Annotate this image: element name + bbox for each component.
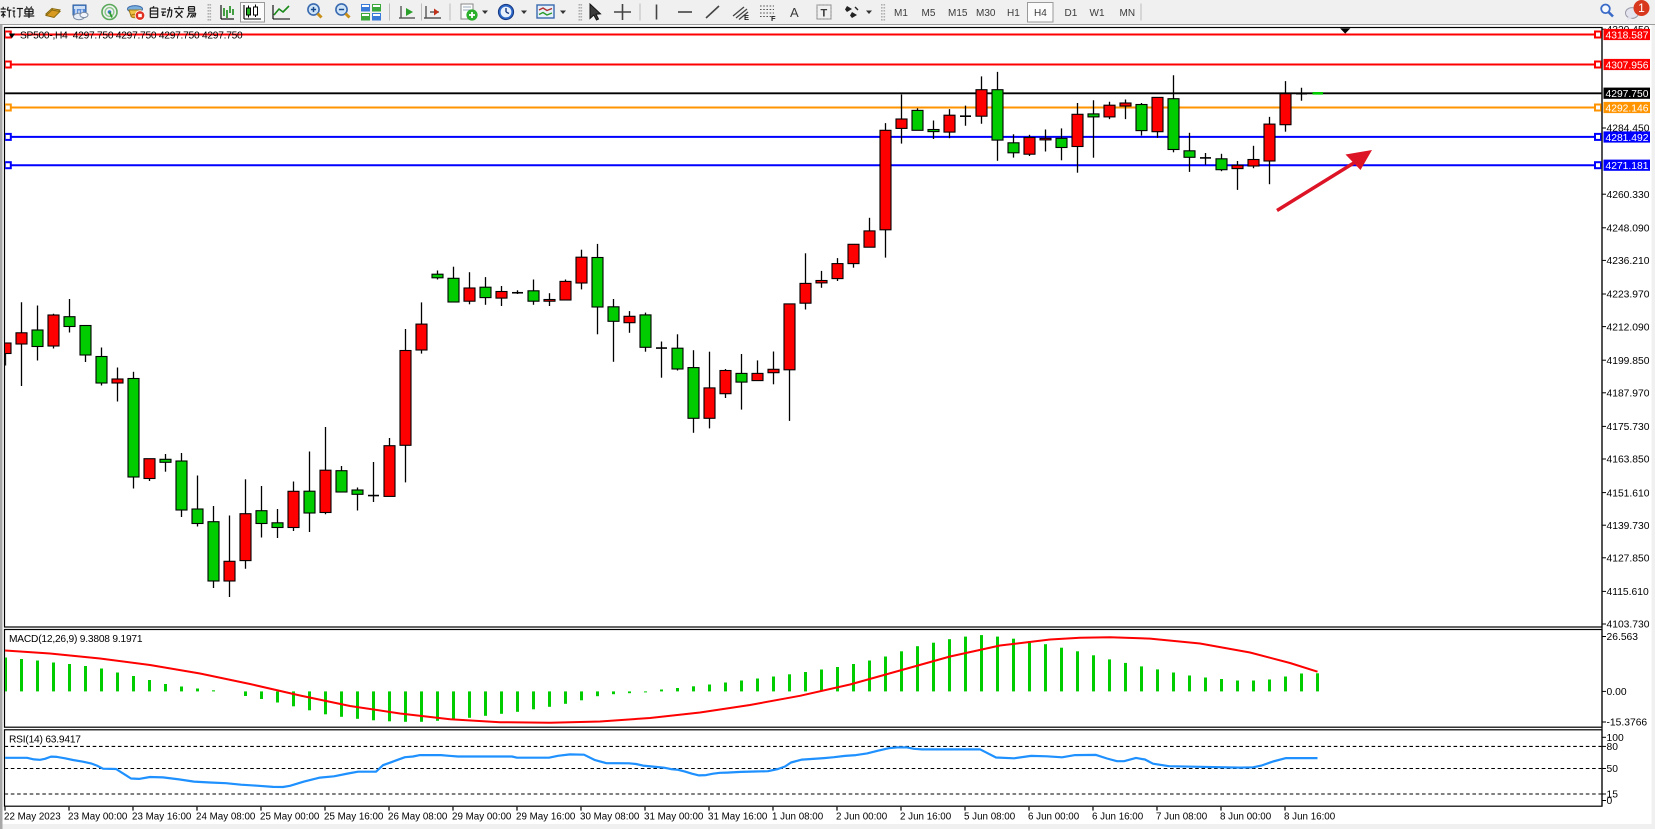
svg-text:15: 15 xyxy=(1607,790,1619,801)
svg-text:4175.730: 4175.730 xyxy=(1607,422,1650,433)
svg-text:80: 80 xyxy=(1607,742,1619,753)
svg-text:24 May 08:00: 24 May 08:00 xyxy=(196,812,256,823)
svg-text:100: 100 xyxy=(1607,733,1624,744)
svg-text:4212.090: 4212.090 xyxy=(1607,322,1650,333)
svg-text:6 Jun 16:00: 6 Jun 16:00 xyxy=(1092,812,1144,823)
svg-text:26.563: 26.563 xyxy=(1607,632,1639,643)
svg-text:22 May 2023: 22 May 2023 xyxy=(4,812,61,823)
svg-text:MN: MN xyxy=(1120,8,1136,19)
svg-text:31 May 00:00: 31 May 00:00 xyxy=(644,812,704,823)
svg-text:25 May 16:00: 25 May 16:00 xyxy=(324,812,384,823)
svg-text:M5: M5 xyxy=(922,8,936,19)
svg-text:1 Jun 08:00: 1 Jun 08:00 xyxy=(772,812,824,823)
svg-text:2 Jun 00:00: 2 Jun 00:00 xyxy=(836,812,888,823)
svg-text:H1: H1 xyxy=(1007,8,1020,19)
svg-text:RSI(14) 63.9417: RSI(14) 63.9417 xyxy=(9,734,81,745)
svg-text:4248.090: 4248.090 xyxy=(1607,224,1650,235)
svg-text:M30: M30 xyxy=(976,8,996,19)
svg-text:23 May 00:00: 23 May 00:00 xyxy=(68,812,128,823)
svg-text:E: E xyxy=(744,13,749,22)
svg-text:4163.850: 4163.850 xyxy=(1607,455,1650,466)
svg-text:SP500-,H4 4297.750 4297.750 4: SP500-,H4 4297.750 4297.750 4297.750 429… xyxy=(20,30,243,41)
svg-text:4292.146: 4292.146 xyxy=(1606,103,1649,114)
svg-text:4103.730: 4103.730 xyxy=(1607,620,1650,631)
svg-text:M15: M15 xyxy=(948,8,968,19)
svg-text:30 May 08:00: 30 May 08:00 xyxy=(580,812,640,823)
svg-text:MACD(12,26,9) 9.3808 9.1971: MACD(12,26,9) 9.3808 9.1971 xyxy=(9,634,143,645)
svg-text:4318.587: 4318.587 xyxy=(1606,30,1649,41)
svg-text:0.00: 0.00 xyxy=(1607,687,1627,698)
svg-text:29 May 00:00: 29 May 00:00 xyxy=(452,812,512,823)
svg-text:5 Jun 08:00: 5 Jun 08:00 xyxy=(964,812,1016,823)
svg-text:26 May 08:00: 26 May 08:00 xyxy=(388,812,448,823)
svg-text:4127.850: 4127.850 xyxy=(1607,554,1650,565)
svg-text:6 Jun 00:00: 6 Jun 00:00 xyxy=(1028,812,1080,823)
svg-text:4260.330: 4260.330 xyxy=(1607,190,1650,201)
svg-text:4307.956: 4307.956 xyxy=(1606,60,1649,71)
svg-text:A: A xyxy=(790,5,799,20)
svg-text:23 May 16:00: 23 May 16:00 xyxy=(132,812,192,823)
svg-text:T: T xyxy=(821,8,828,20)
svg-text:7 Jun 08:00: 7 Jun 08:00 xyxy=(1156,812,1208,823)
svg-text:31 May 16:00: 31 May 16:00 xyxy=(708,812,768,823)
svg-text:2 Jun 16:00: 2 Jun 16:00 xyxy=(900,812,952,823)
svg-text:4271.181: 4271.181 xyxy=(1606,161,1649,172)
svg-text:0: 0 xyxy=(1607,796,1613,807)
svg-text:4297.750: 4297.750 xyxy=(1606,89,1649,100)
svg-text:4281.492: 4281.492 xyxy=(1606,133,1649,144)
svg-text:4223.970: 4223.970 xyxy=(1607,290,1650,301)
svg-text:50: 50 xyxy=(1607,764,1619,775)
svg-text:8 Jun 16:00: 8 Jun 16:00 xyxy=(1284,812,1336,823)
svg-text:25 May 00:00: 25 May 00:00 xyxy=(260,812,320,823)
svg-text:4151.610: 4151.610 xyxy=(1607,488,1650,499)
svg-text:F: F xyxy=(771,14,776,23)
svg-text:1: 1 xyxy=(1638,1,1645,15)
svg-text:8 Jun 00:00: 8 Jun 00:00 xyxy=(1220,812,1272,823)
svg-text:D1: D1 xyxy=(1065,8,1078,19)
svg-text:29 May 16:00: 29 May 16:00 xyxy=(516,812,576,823)
svg-text:M1: M1 xyxy=(894,8,908,19)
svg-text:-15.3766: -15.3766 xyxy=(1607,718,1648,729)
svg-text:4187.970: 4187.970 xyxy=(1607,389,1650,400)
svg-text:4199.850: 4199.850 xyxy=(1607,356,1650,367)
svg-text:4115.610: 4115.610 xyxy=(1607,587,1649,598)
svg-text:4284.450: 4284.450 xyxy=(1607,124,1650,135)
svg-text:W1: W1 xyxy=(1090,8,1105,19)
svg-text:4139.730: 4139.730 xyxy=(1607,521,1650,532)
svg-text:H4: H4 xyxy=(1034,8,1047,19)
svg-text:4236.210: 4236.210 xyxy=(1607,256,1650,267)
